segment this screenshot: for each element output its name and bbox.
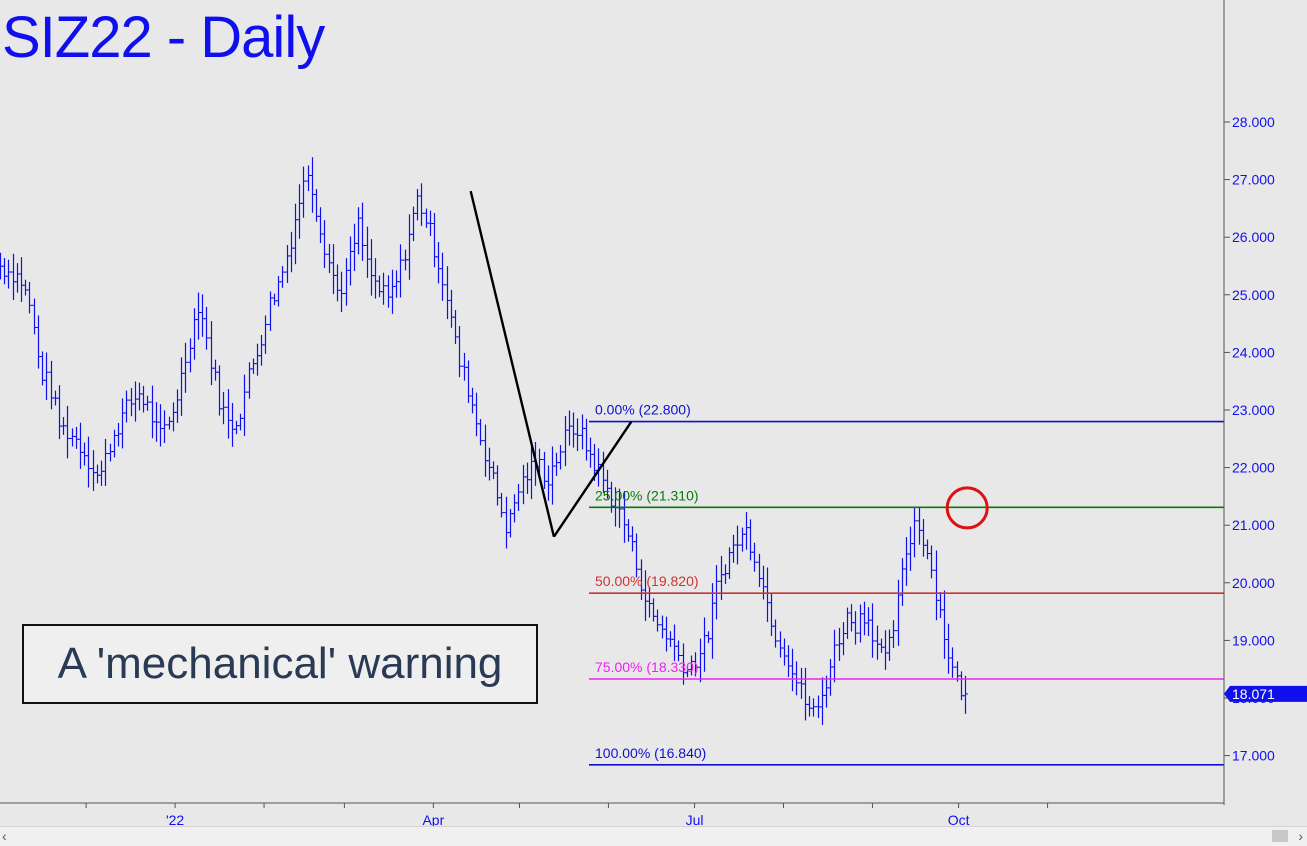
highlight: [945, 486, 989, 530]
price-bars: [0, 157, 968, 725]
last-price-tag-bg: [1224, 685, 1307, 702]
last-price-label: 18.071: [1232, 686, 1275, 702]
scroll-right-arrow-icon[interactable]: ›: [1298, 828, 1303, 844]
fib-level-label: 100.00% (16.840): [595, 745, 706, 761]
scroll-left-arrow-icon[interactable]: ‹: [2, 828, 7, 844]
price-chart: 0.00% (22.800) 25.00% (21.310) 50.00% (19.…: [0, 0, 1307, 826]
y-tick-label: 24.000: [1232, 344, 1275, 360]
x-tick-label: Jul: [686, 812, 704, 826]
y-tick-label: 25.000: [1232, 287, 1275, 303]
y-tick-label: 19.000: [1232, 632, 1275, 648]
x-axis: '22 Apr Jul Oct: [0, 802, 1224, 826]
y-tick-label: 26.000: [1232, 229, 1275, 245]
fib-levels: 0.00% (22.800) 25.00% (21.310) 50.00% (19.…: [589, 402, 1224, 766]
trend-line: [469, 190, 556, 538]
x-tick-label: '22: [166, 812, 184, 826]
trend-lines: [469, 190, 633, 538]
x-tick-label: Apr: [422, 812, 444, 826]
chart-title: SIZ22 - Daily: [2, 5, 325, 70]
y-tick-label: 28.000: [1232, 114, 1275, 130]
y-tick-label: 27.000: [1232, 172, 1275, 188]
y-axis: 28.000 27.000 26.000 25.000 24.000 23.000 22.0…: [1223, 0, 1275, 805]
horizontal-scrollbar[interactable]: ‹ ›: [0, 826, 1307, 846]
fib-level-label: 50.00% (19.820): [595, 573, 699, 589]
fib-level-label: 75.00% (18.330): [595, 659, 699, 675]
y-tick-label: 22.000: [1232, 460, 1275, 476]
highlight-circle: [945, 486, 989, 530]
y-tick-label: 23.000: [1232, 402, 1275, 418]
fib-level-label: 0.00% (22.800): [595, 402, 691, 418]
annotation-box: A 'mechanical' warning: [22, 624, 538, 704]
y-tick-label: 17.000: [1232, 748, 1275, 764]
fib-level-label: 25.00% (21.310): [595, 487, 699, 503]
y-tick-label: 20.000: [1232, 575, 1275, 591]
x-tick-label: Oct: [948, 812, 970, 826]
scroll-thumb[interactable]: [1272, 830, 1288, 842]
trend-line: [552, 420, 633, 538]
last-price-tag: 18.071: [1224, 685, 1307, 702]
y-tick-label: 21.000: [1232, 517, 1275, 533]
